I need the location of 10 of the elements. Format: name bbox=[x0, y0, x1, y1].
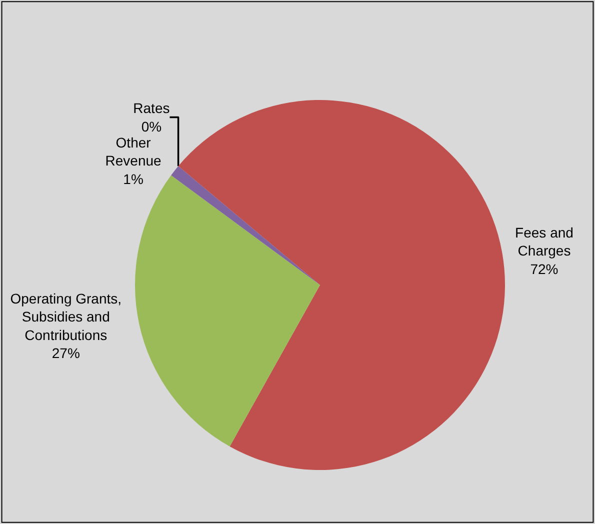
category-label: Rates bbox=[133, 100, 170, 116]
text: 0% bbox=[141, 118, 162, 134]
pie-slice bbox=[171, 166, 320, 285]
data-label: 1% bbox=[123, 170, 144, 187]
slice-label: Other Revenue bbox=[105, 134, 162, 169]
pie-slice bbox=[178, 100, 505, 470]
slice-label: Fees and Charges bbox=[515, 224, 574, 259]
slice-label: Operating Grants, Subsidies and Contributions bbox=[10, 290, 122, 343]
data-label: 27% bbox=[52, 344, 80, 361]
data-label: 72% bbox=[530, 260, 558, 277]
